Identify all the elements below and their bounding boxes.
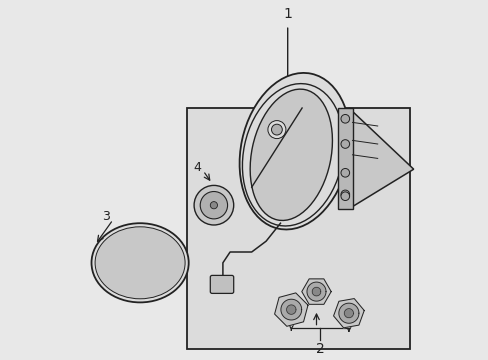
Bar xyxy=(186,108,409,349)
Circle shape xyxy=(340,140,349,148)
Polygon shape xyxy=(274,293,307,326)
Circle shape xyxy=(271,124,282,135)
Circle shape xyxy=(340,192,349,201)
Polygon shape xyxy=(338,303,358,323)
Polygon shape xyxy=(344,309,353,318)
Polygon shape xyxy=(286,305,295,314)
Circle shape xyxy=(340,114,349,123)
Polygon shape xyxy=(301,279,330,304)
Ellipse shape xyxy=(91,223,188,302)
Polygon shape xyxy=(312,287,320,296)
Polygon shape xyxy=(281,299,301,320)
Ellipse shape xyxy=(95,227,185,299)
Bar xyxy=(337,108,352,209)
Ellipse shape xyxy=(242,84,343,226)
Text: 1: 1 xyxy=(283,8,291,21)
Polygon shape xyxy=(348,108,413,209)
Circle shape xyxy=(210,202,217,209)
Circle shape xyxy=(200,192,227,219)
Text: 4: 4 xyxy=(193,161,201,174)
Polygon shape xyxy=(333,298,364,328)
Circle shape xyxy=(340,190,349,199)
Ellipse shape xyxy=(250,89,332,220)
Circle shape xyxy=(267,121,285,139)
Ellipse shape xyxy=(239,73,349,229)
FancyBboxPatch shape xyxy=(210,275,233,293)
Circle shape xyxy=(340,168,349,177)
Polygon shape xyxy=(306,282,325,301)
Circle shape xyxy=(194,185,233,225)
Text: 3: 3 xyxy=(102,210,110,222)
Text: 2: 2 xyxy=(315,342,324,356)
